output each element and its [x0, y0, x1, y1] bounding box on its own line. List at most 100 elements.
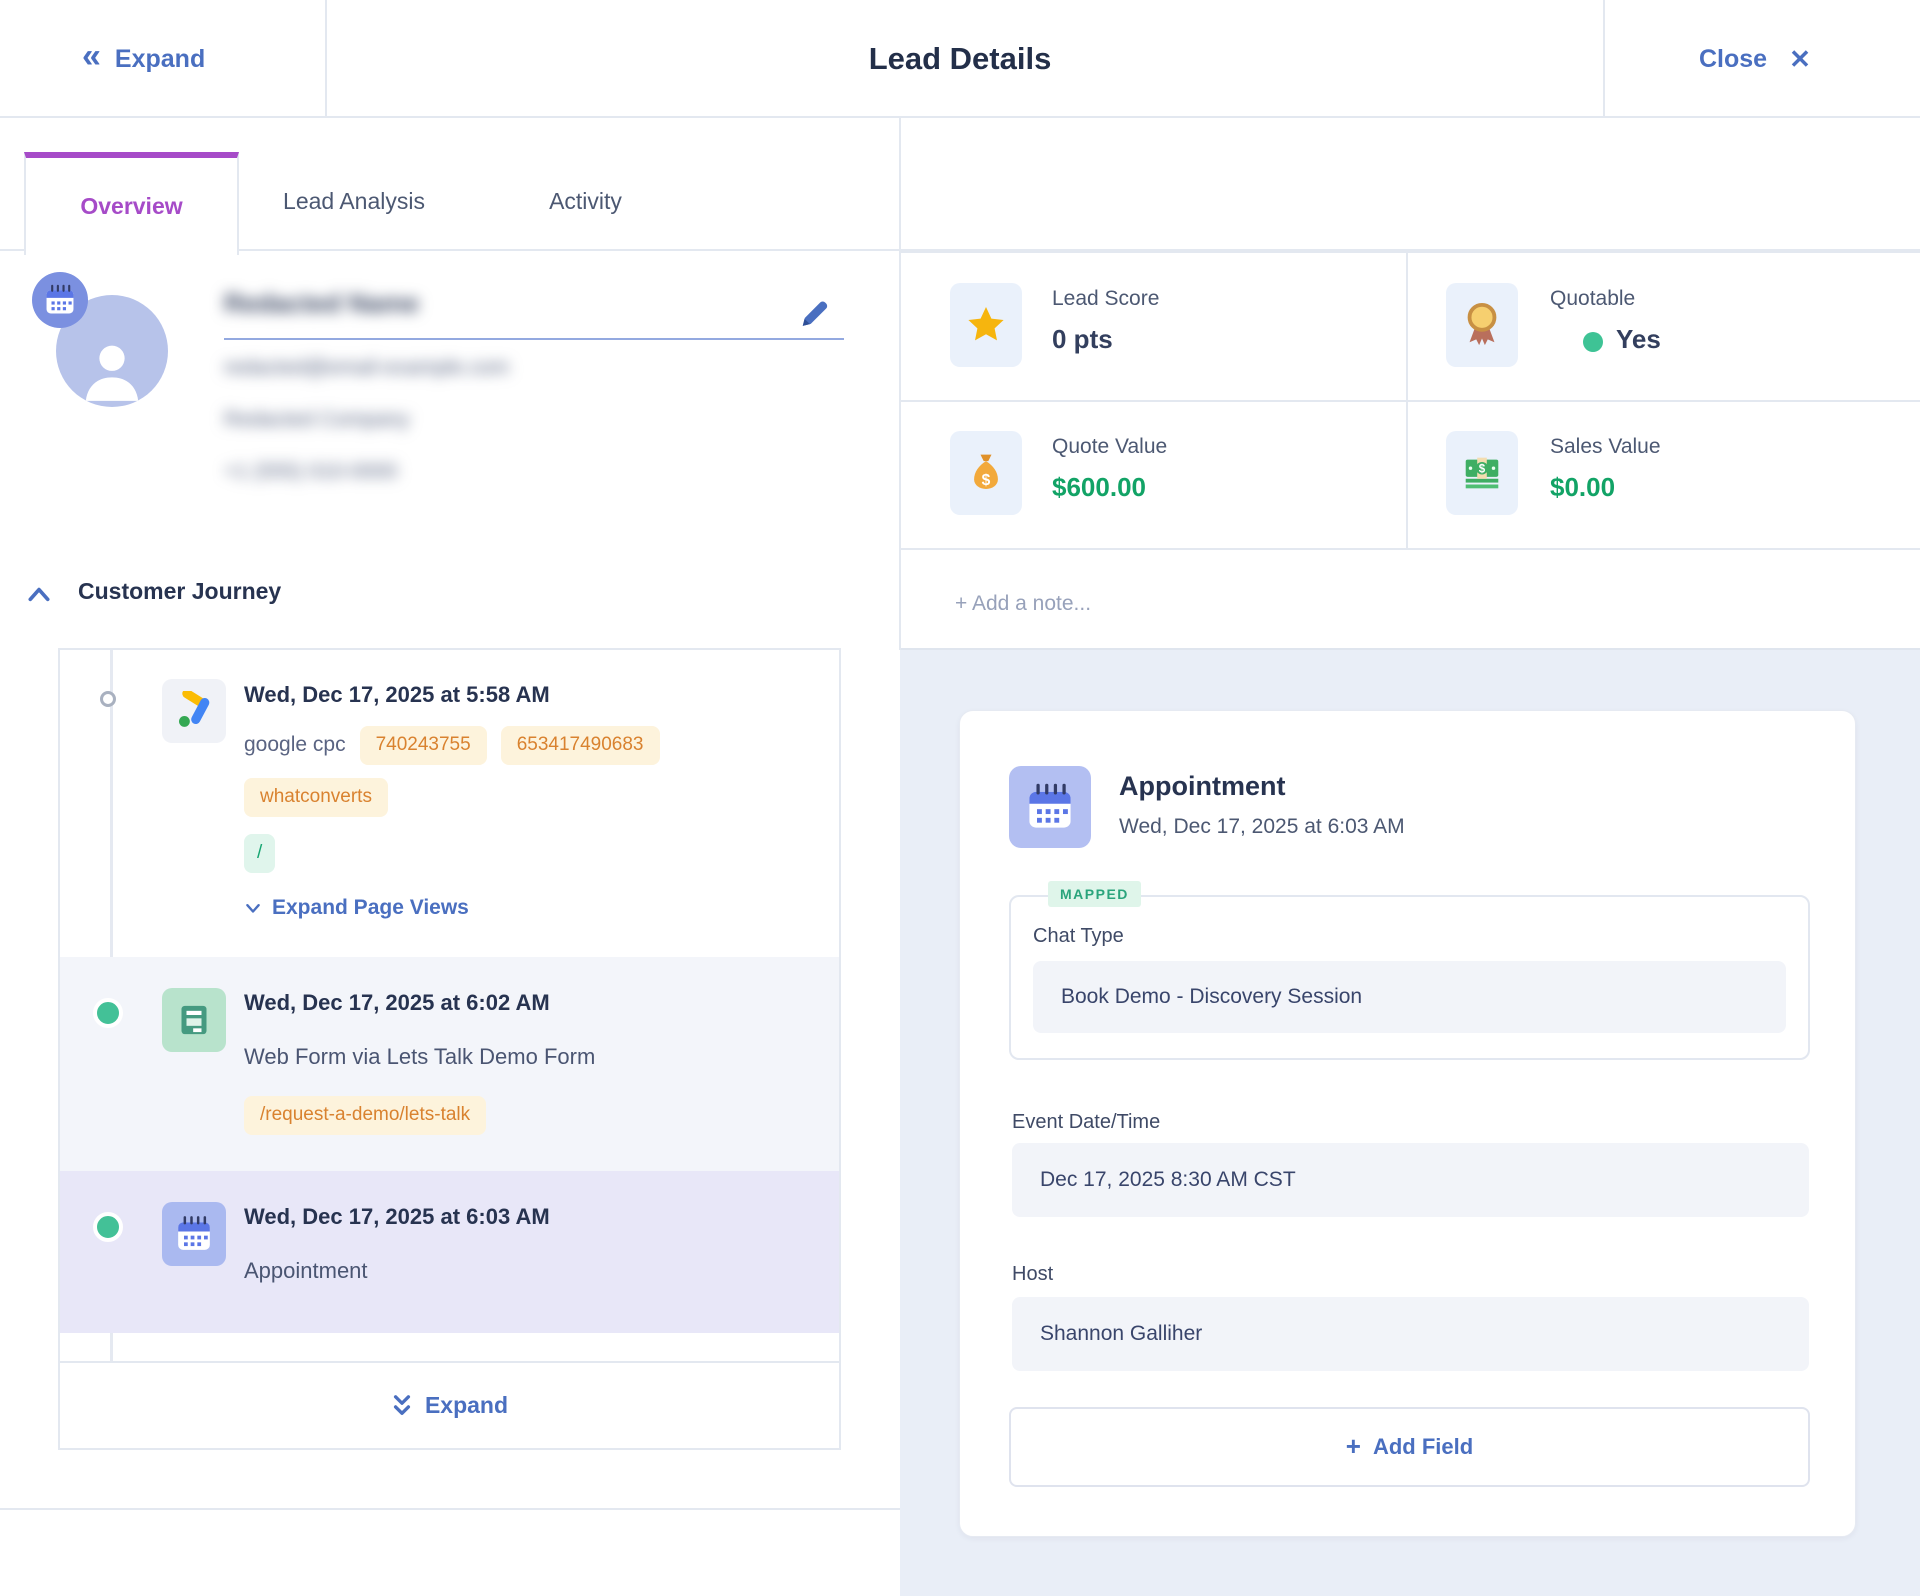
quotable-label: Quotable: [1550, 287, 1636, 310]
stats-bottom-border: [901, 548, 1920, 550]
journey-item-timestamp: Wed, Dec 17, 2025 at 6:03 AM: [244, 1204, 550, 1229]
page-path-badge: /: [244, 834, 276, 873]
lead-type-calendar-badge: [32, 272, 88, 328]
chat-type-field[interactable]: Book Demo - Discovery Session: [1033, 961, 1786, 1033]
add-note-placeholder[interactable]: + Add a note...: [955, 592, 1092, 615]
event-datetime-value: Dec 17, 2025 8:30 AM CST: [1040, 1168, 1296, 1191]
timeline-ring-marker: [100, 691, 116, 707]
expand-page-views-link[interactable]: Expand Page Views: [244, 896, 469, 920]
lead-score-chip: [950, 283, 1022, 367]
lead-phone-redacted: +1 (555) 010-0000: [224, 460, 398, 483]
lead-score-label: Lead Score: [1052, 287, 1160, 310]
mapped-field-group: [1009, 895, 1810, 1060]
campaign-id-badge: 740243755: [359, 726, 487, 765]
expand-journey-label: Expand: [424, 1392, 509, 1418]
lead-email-redacted: redacted@email-example.com: [224, 356, 510, 379]
quote-value-amount: $600.00: [1052, 472, 1146, 502]
journey-item-appointment[interactable]: Wed, Dec 17, 2025 at 6:03 AM Appointment: [60, 1171, 839, 1333]
left-column-bottom-divider: [0, 1508, 900, 1510]
tab-overview[interactable]: Overview: [24, 152, 239, 255]
tab-lead-analysis-label: Lead Analysis: [283, 188, 425, 214]
close-icon: ✕: [1789, 43, 1811, 74]
timeline-dot-marker: [93, 998, 123, 1028]
edit-lead-button[interactable]: [796, 296, 832, 337]
chat-type-value: Book Demo - Discovery Session: [1061, 985, 1363, 1008]
calendar-icon: [178, 1216, 210, 1250]
host-value: Shannon Galliher: [1040, 1322, 1203, 1345]
note-area[interactable]: [901, 550, 1920, 650]
journey-item-web-form[interactable]: Wed, Dec 17, 2025 at 6:02 AM Web Form vi…: [60, 957, 839, 1171]
journey-item-description: Web Form via Lets Talk Demo Form: [244, 1044, 596, 1069]
journey-item-icon-chip: [162, 1202, 226, 1266]
event-datetime-field[interactable]: Dec 17, 2025 8:30 AM CST: [1012, 1143, 1809, 1217]
add-field-label: Add Field: [1372, 1434, 1474, 1459]
chevrons-left-icon: «: [82, 37, 101, 75]
quote-value-chip: $: [950, 431, 1022, 515]
calendar-icon: [1029, 783, 1071, 828]
page-path-badge: /request-a-demo/lets-talk: [244, 1096, 487, 1135]
stats-top-border: [901, 251, 1920, 253]
cash-icon: $: [1465, 457, 1499, 489]
journey-item-icon-chip: [162, 988, 226, 1052]
pencil-icon: [802, 301, 828, 326]
chevron-up-icon: [28, 587, 50, 602]
header-divider-left: [325, 0, 327, 118]
close-button[interactable]: Close ✕: [1699, 0, 1811, 118]
quote-value-label: Quote Value: [1052, 435, 1168, 458]
stats-row-divider: [901, 400, 1920, 402]
svg-text:$: $: [1479, 464, 1486, 476]
person-icon: [85, 345, 139, 401]
expand-journey-button[interactable]: Expand: [60, 1361, 839, 1448]
journey-item-google-visit[interactable]: Wed, Dec 17, 2025 at 5:58 AM google cpc …: [60, 650, 839, 957]
provider-badge: whatconverts: [244, 778, 388, 817]
column-divider: [899, 118, 901, 650]
appointment-timestamp: Wed, Dec 17, 2025 at 6:03 AM: [1119, 815, 1405, 838]
star-icon: [968, 307, 1004, 341]
tab-activity[interactable]: Activity: [528, 152, 643, 251]
expand-panel-label: Expand: [114, 44, 206, 73]
expand-panel-button[interactable]: « Expand: [82, 0, 205, 118]
avatar: [56, 295, 168, 407]
host-field[interactable]: Shannon Galliher: [1012, 1297, 1809, 1371]
header-bar: [0, 0, 1920, 118]
journey-source-row: google cpc 740243755 653417490683: [244, 726, 660, 765]
svg-text:$: $: [982, 472, 991, 489]
chat-type-label: Chat Type: [1033, 925, 1124, 947]
lead-name-underline: [224, 338, 844, 340]
add-field-button[interactable]: + Add Field: [1009, 1407, 1810, 1487]
collapse-journey-button[interactable]: [26, 584, 52, 611]
tab-strip: [0, 118, 1920, 251]
host-label: Host: [1012, 1263, 1054, 1285]
mapped-badge: MAPPED: [1048, 881, 1141, 907]
plus-icon: +: [1345, 1431, 1361, 1461]
tab-overview-label: Overview: [80, 193, 183, 219]
quotable-chip: [1446, 283, 1518, 367]
close-label: Close: [1699, 44, 1768, 73]
journey-source: google cpc: [244, 733, 346, 757]
lead-name-redacted: Redacted Name: [224, 288, 420, 318]
adgroup-id-badge: 653417490683: [500, 726, 660, 765]
header-divider-right: [1603, 0, 1605, 118]
google-ads-icon: [179, 691, 210, 727]
calendar-icon: [46, 284, 74, 314]
tab-lead-analysis[interactable]: Lead Analysis: [269, 152, 439, 251]
double-chevron-down-icon: [393, 1394, 411, 1415]
journey-item-description: Appointment: [244, 1258, 368, 1283]
timeline-dot-marker: [93, 1212, 123, 1242]
sales-value-amount: $0.00: [1550, 472, 1616, 502]
appointment-icon-chip: [1009, 766, 1091, 848]
web-form-icon: [181, 1005, 207, 1035]
stats-col-divider: [1406, 251, 1408, 548]
quotable-status-dot: [1583, 332, 1603, 352]
chevron-down-icon: [246, 904, 260, 913]
expand-page-views-label: Expand Page Views: [272, 896, 469, 919]
event-datetime-label: Event Date/Time: [1012, 1111, 1161, 1133]
sales-value-chip: $: [1446, 431, 1518, 515]
lead-score-value: 0 pts: [1052, 324, 1113, 354]
journey-item-timestamp: Wed, Dec 17, 2025 at 5:58 AM: [244, 682, 550, 707]
quotable-value: Yes: [1616, 324, 1661, 354]
customer-journey-card: Wed, Dec 17, 2025 at 5:58 AM google cpc …: [58, 648, 841, 1450]
appointment-card: Appointment Wed, Dec 17, 2025 at 6:03 AM…: [959, 710, 1856, 1537]
appointment-title: Appointment: [1119, 771, 1286, 801]
sales-value-label: Sales Value: [1550, 435, 1661, 458]
